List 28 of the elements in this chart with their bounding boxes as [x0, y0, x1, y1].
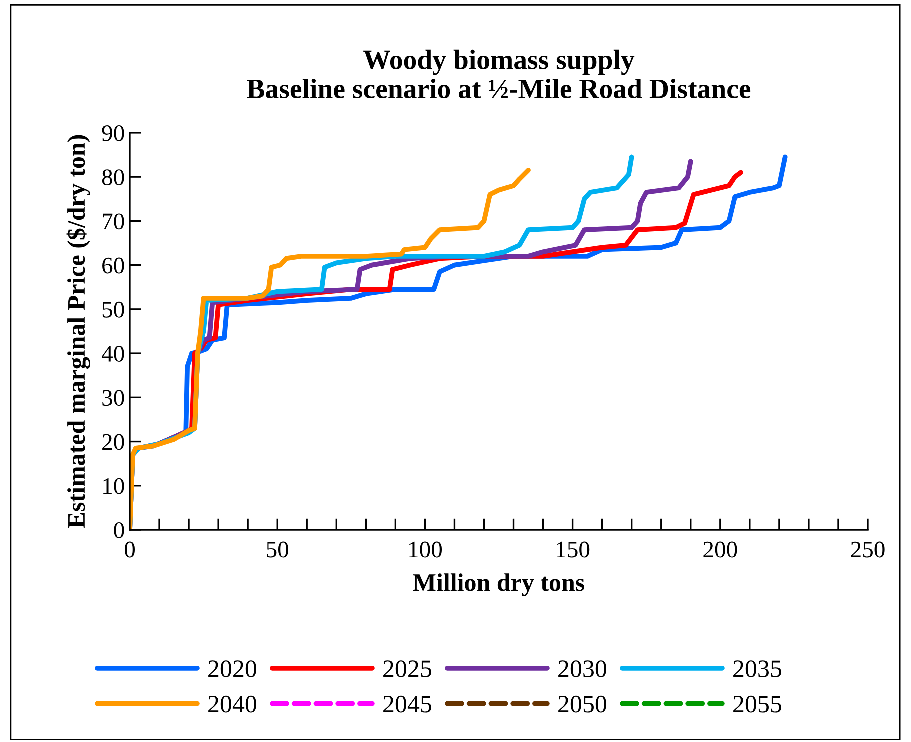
x-tick-label: 50: [267, 542, 289, 558]
y-tick-label: 20: [102, 434, 124, 450]
legend-label: 2050: [558, 696, 607, 713]
legend-label: 2035: [734, 660, 782, 678]
y-tick-label: 50: [102, 302, 124, 318]
legend-label: 2025: [384, 660, 432, 678]
y-tick-label: 10: [104, 478, 124, 494]
x-tick-label: 250: [851, 542, 885, 558]
legend-label: 2020: [208, 660, 257, 678]
x-tick-label: 100: [410, 542, 442, 558]
legend-label: 2030: [558, 660, 607, 678]
legend-label: 2040: [208, 696, 257, 713]
x-axis-title: Million dry tons: [413, 574, 585, 596]
legend-label: 2055: [734, 696, 782, 713]
legend-label: 2045: [384, 696, 432, 713]
y-tick-label: 60: [102, 258, 124, 274]
y-tick-label: 30: [102, 390, 124, 406]
y-axis-title: Estimated marginal Price ($/dry ton): [66, 135, 90, 528]
line-series: [130, 168, 531, 530]
y-tick-label: 0: [114, 522, 124, 538]
x-tick-label: 200: [704, 542, 738, 558]
y-tick-label: 80: [102, 170, 124, 186]
chart-title: Woody biomass supply Baseline scenario at ½-Mile Road Distance: [247, 50, 751, 99]
y-tick-label: 90: [102, 125, 124, 142]
y-tick-label: 40: [102, 346, 124, 362]
x-tick-label: 0: [124, 542, 135, 558]
y-tick-label: 70: [103, 214, 124, 230]
x-tick-label: 150: [557, 542, 590, 558]
